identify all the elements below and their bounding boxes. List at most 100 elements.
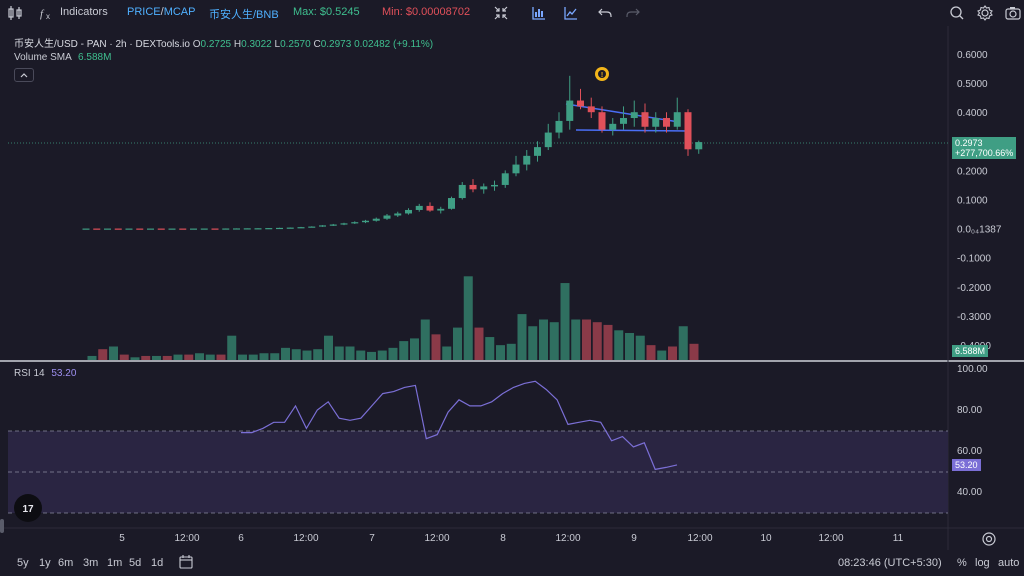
collapse-legend-button[interactable] bbox=[14, 68, 34, 82]
compress-icon[interactable] bbox=[492, 4, 510, 22]
candle-body[interactable] bbox=[501, 173, 509, 185]
candle-body[interactable] bbox=[437, 208, 445, 211]
tradingview-logo[interactable]: 17 bbox=[14, 494, 42, 522]
candle-body[interactable] bbox=[630, 112, 638, 119]
trendline-upper[interactable] bbox=[565, 103, 680, 123]
candle-body[interactable] bbox=[458, 184, 466, 199]
range-1d[interactable]: 1d bbox=[151, 557, 164, 569]
candle-body[interactable] bbox=[114, 228, 122, 230]
candle-body[interactable] bbox=[598, 112, 606, 130]
candle-body[interactable] bbox=[491, 184, 498, 187]
clock[interactable]: 08:23:46 (UTC+5:30) bbox=[838, 557, 942, 569]
candle-body[interactable] bbox=[190, 228, 197, 230]
candle-body[interactable] bbox=[286, 227, 294, 229]
price-toggle[interactable]: PRICE/MCAP bbox=[127, 6, 196, 18]
candle-body[interactable] bbox=[308, 226, 316, 228]
candle-body[interactable] bbox=[512, 164, 520, 174]
candle-body[interactable] bbox=[362, 220, 369, 223]
candle-body[interactable] bbox=[405, 209, 412, 214]
range-6m[interactable]: 6m bbox=[58, 557, 74, 569]
side-panel-handle[interactable] bbox=[0, 519, 4, 533]
candle-body[interactable] bbox=[641, 112, 649, 127]
candle-body[interactable] bbox=[351, 222, 359, 224]
range-1y[interactable]: 1y bbox=[39, 557, 51, 569]
search-settings-icon[interactable] bbox=[948, 4, 966, 22]
candle-body[interactable] bbox=[319, 225, 326, 227]
candle-body[interactable] bbox=[265, 228, 273, 230]
chart-line-icon[interactable] bbox=[562, 4, 580, 22]
candle-body[interactable] bbox=[211, 228, 219, 230]
candle-body[interactable] bbox=[523, 155, 531, 165]
candle-body[interactable] bbox=[383, 215, 391, 219]
percent-toggle[interactable]: % bbox=[957, 557, 967, 569]
candle-body[interactable] bbox=[577, 100, 584, 107]
candle-body[interactable] bbox=[695, 142, 703, 150]
candle-body[interactable] bbox=[469, 184, 477, 190]
candle-body[interactable] bbox=[394, 213, 402, 216]
candle-body[interactable] bbox=[147, 228, 154, 230]
candle-body[interactable] bbox=[652, 118, 660, 127]
candle-body[interactable] bbox=[415, 205, 423, 210]
candle-body[interactable] bbox=[93, 228, 101, 230]
candle-body[interactable] bbox=[372, 218, 380, 221]
pair-switch[interactable]: 币安人生/BNB bbox=[209, 9, 279, 21]
candle-body[interactable] bbox=[684, 112, 692, 150]
candle-body[interactable] bbox=[673, 112, 681, 127]
undo-icon[interactable] bbox=[596, 4, 614, 22]
candle-body[interactable] bbox=[587, 106, 595, 113]
candle-body[interactable] bbox=[480, 186, 488, 190]
candle-body[interactable] bbox=[566, 100, 574, 121]
trendline-lower[interactable] bbox=[575, 129, 691, 132]
candle-body[interactable] bbox=[340, 223, 348, 225]
candle-body[interactable] bbox=[222, 228, 230, 230]
rsi-label[interactable]: RSI 14 bbox=[14, 368, 45, 379]
volume-label[interactable]: Volume SMA bbox=[14, 52, 72, 63]
indicators-button[interactable]: Indicators bbox=[60, 6, 108, 18]
candle-type-icon[interactable] bbox=[6, 4, 24, 22]
axis-settings-icon[interactable] bbox=[981, 531, 997, 550]
range-3m[interactable]: 3m bbox=[83, 557, 99, 569]
candle-body[interactable] bbox=[243, 228, 251, 230]
volume-bar bbox=[431, 334, 441, 360]
candle-body[interactable] bbox=[609, 123, 617, 130]
price-axis[interactable]: 0.60000.50000.40000.30000.20000.10000.0₀… bbox=[957, 50, 1002, 352]
log-toggle[interactable]: log bbox=[975, 557, 990, 569]
candle-body[interactable] bbox=[426, 205, 434, 211]
price-chart[interactable]: ! 0.60000.50000.40000.30000.20000.10000.… bbox=[0, 26, 1024, 550]
rsi-axis[interactable]: 100.00 80.00 60.00 40.00 bbox=[957, 364, 988, 498]
auto-toggle[interactable]: auto bbox=[998, 557, 1020, 569]
candle-body[interactable] bbox=[136, 228, 144, 230]
chart-bars-icon[interactable] bbox=[530, 4, 548, 22]
candle-body[interactable] bbox=[254, 228, 262, 230]
candle-body[interactable] bbox=[297, 227, 305, 229]
candle-body[interactable] bbox=[179, 228, 187, 230]
volume-bar bbox=[98, 349, 108, 360]
time-axis[interactable]: 5 12:00 6 12:00 7 12:00 8 12:00 9 12:00 10 12:00 11 bbox=[119, 533, 903, 544]
candle-body[interactable] bbox=[168, 228, 176, 230]
candle-body[interactable] bbox=[200, 228, 208, 230]
candle-body[interactable] bbox=[448, 198, 455, 209]
candle-body[interactable] bbox=[157, 228, 165, 230]
candle-body[interactable] bbox=[233, 228, 240, 230]
candle-body[interactable] bbox=[82, 228, 90, 230]
gear-icon[interactable] bbox=[976, 4, 994, 22]
candle-body[interactable] bbox=[544, 132, 552, 148]
candle-body[interactable] bbox=[276, 227, 283, 230]
camera-icon[interactable] bbox=[1004, 4, 1022, 22]
range-5d[interactable]: 5d bbox=[129, 557, 142, 569]
candle-body[interactable] bbox=[104, 228, 111, 230]
candle-body[interactable] bbox=[534, 147, 541, 156]
symbol-title[interactable]: 币安人生/USD - PAN · 2h · DEXTools.io bbox=[14, 39, 190, 50]
main-pane[interactable] bbox=[0, 26, 948, 360]
range-1m[interactable]: 1m bbox=[107, 557, 123, 569]
date-range-icon[interactable] bbox=[178, 554, 194, 573]
candle-body[interactable] bbox=[620, 118, 627, 124]
candle-body[interactable] bbox=[329, 224, 337, 226]
candle-body[interactable] bbox=[125, 228, 133, 230]
candle-body[interactable] bbox=[663, 118, 670, 127]
range-5y[interactable]: 5y bbox=[17, 557, 29, 569]
redo-icon[interactable] bbox=[624, 4, 642, 22]
candle-body[interactable] bbox=[555, 120, 563, 133]
